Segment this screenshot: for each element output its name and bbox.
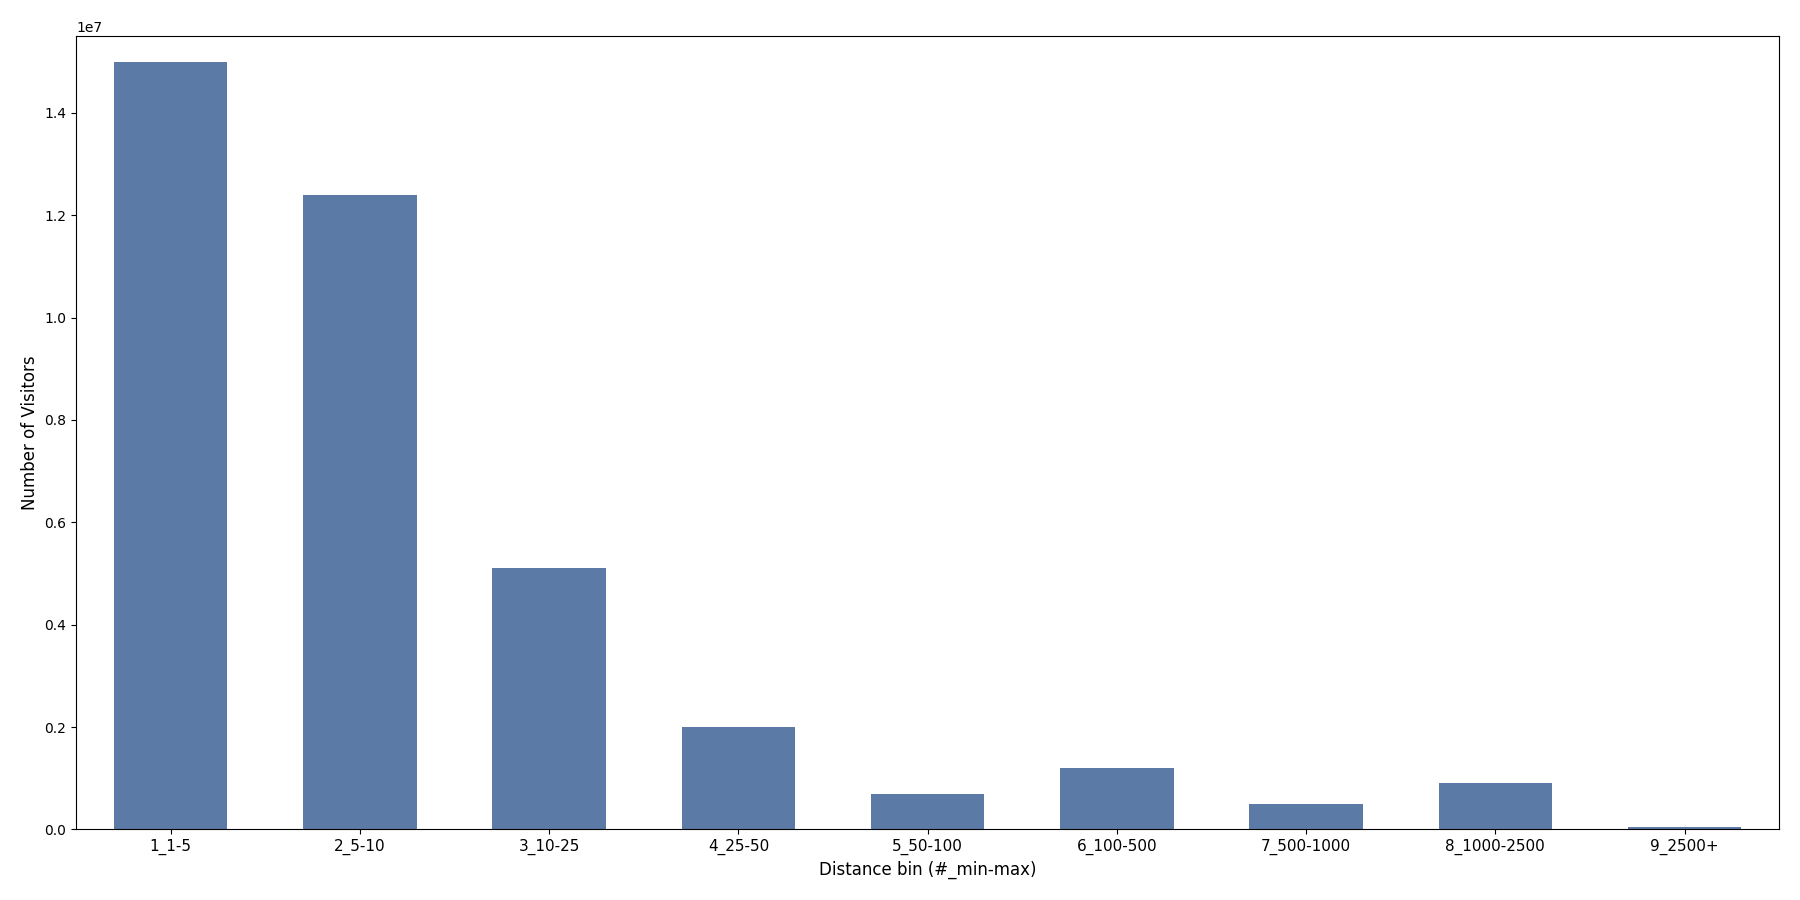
Bar — [1627, 827, 1741, 830]
Bar — [493, 569, 607, 830]
Bar — [682, 727, 796, 830]
Bar — [871, 794, 985, 830]
Y-axis label: Number of Visitors: Number of Visitors — [22, 356, 40, 510]
X-axis label: Distance bin (#_min-max): Distance bin (#_min-max) — [819, 861, 1037, 879]
Bar — [302, 194, 418, 830]
Bar — [1249, 804, 1363, 830]
Bar — [113, 61, 227, 830]
Bar — [1060, 768, 1174, 830]
Bar — [1438, 783, 1552, 830]
